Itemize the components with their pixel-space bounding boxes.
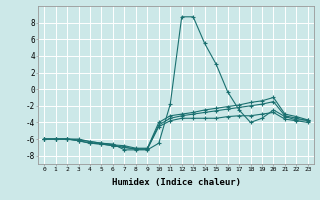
X-axis label: Humidex (Indice chaleur): Humidex (Indice chaleur) — [111, 178, 241, 187]
